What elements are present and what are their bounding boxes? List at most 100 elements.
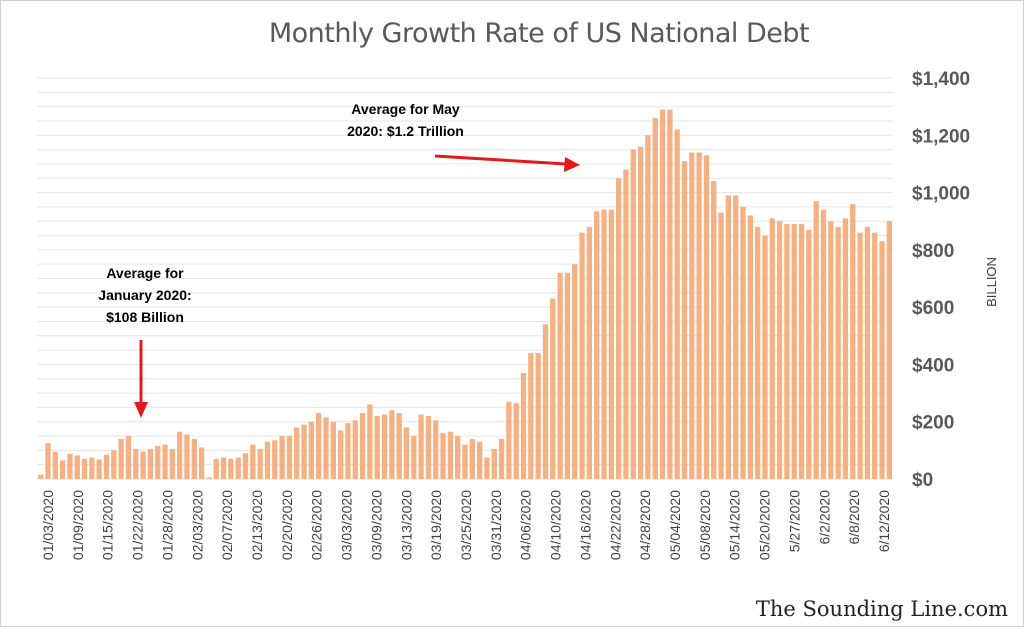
- arrow-may-shaft: [434, 154, 567, 166]
- bar: [213, 458, 219, 479]
- bar: [294, 427, 300, 479]
- x-tick-label: 03/31/2020: [488, 490, 504, 560]
- bar: [601, 209, 607, 479]
- y-tick-label: $0: [912, 470, 933, 491]
- bar: [272, 440, 278, 479]
- bar: [133, 448, 139, 479]
- bar: [667, 109, 673, 479]
- bar: [813, 201, 819, 479]
- bar: [352, 420, 358, 479]
- bar: [155, 446, 161, 479]
- bar: [747, 215, 753, 479]
- bar: [433, 420, 439, 479]
- bar: [111, 450, 117, 479]
- bar: [703, 155, 710, 480]
- bar: [235, 457, 241, 479]
- bar: [711, 181, 717, 479]
- x-tick-label: 5/27/2020: [786, 490, 802, 552]
- bar: [359, 413, 366, 479]
- annotation-arrows: [134, 154, 580, 418]
- bar: [740, 206, 746, 479]
- x-tick-label: 03/25/2020: [458, 490, 474, 560]
- bar: [103, 454, 110, 479]
- x-tick-label: 05/04/2020: [667, 490, 683, 560]
- y-tick-label: $200: [912, 413, 954, 434]
- bar: [184, 434, 190, 479]
- bar: [81, 458, 88, 479]
- x-tick-label: 04/10/2020: [548, 490, 564, 560]
- bar: [652, 118, 658, 479]
- bar: [791, 224, 797, 479]
- bar: [769, 218, 775, 479]
- x-tick-label: 03/13/2020: [398, 490, 414, 560]
- x-tick-label: 6/12/2020: [876, 490, 892, 552]
- bar: [337, 430, 344, 479]
- annotation-january-line-1: Average for: [106, 265, 184, 281]
- bar: [330, 421, 336, 479]
- x-axis-tick-labels: 01/03/2020 01/09/2020 01/15/2020 01/22/2020…: [40, 490, 892, 560]
- x-tick-label: 04/28/2020: [637, 490, 653, 560]
- bar: [367, 404, 373, 479]
- bar: [733, 195, 739, 479]
- bar: [754, 226, 761, 479]
- bar: [316, 413, 322, 479]
- y-tick-label: $1,000: [912, 184, 970, 205]
- x-tick-label: 03/03/2020: [339, 490, 355, 560]
- bar: [886, 221, 892, 479]
- bar: [550, 298, 556, 479]
- bar: [564, 272, 571, 479]
- x-tick-label: 03/09/2020: [368, 490, 384, 560]
- bar: [264, 441, 271, 479]
- bar: [513, 403, 519, 479]
- bar: [250, 444, 256, 479]
- bar: [418, 414, 424, 479]
- bar: [74, 455, 80, 479]
- annotation-may-line-1: Average for May: [351, 101, 460, 117]
- bar: [520, 373, 527, 479]
- bar: [301, 424, 307, 479]
- bar: [198, 447, 205, 479]
- bar: [308, 421, 315, 479]
- bar: [659, 109, 666, 479]
- bar: [476, 441, 483, 479]
- bar: [820, 209, 827, 479]
- bar: [425, 415, 432, 479]
- bar: [879, 241, 885, 479]
- bar: [725, 195, 732, 479]
- y-tick-label: $400: [912, 355, 954, 376]
- y-tick-label: $800: [912, 241, 954, 262]
- x-tick-label: 04/06/2020: [518, 490, 534, 560]
- bar: [506, 401, 512, 479]
- x-tick-label: 02/07/2020: [219, 490, 235, 560]
- bar: [220, 457, 227, 479]
- bar: [191, 438, 197, 479]
- bar: [784, 224, 790, 479]
- bar: [586, 226, 593, 479]
- bar: [257, 448, 263, 479]
- y-tick-label: $600: [912, 298, 954, 319]
- x-tick-label: 05/20/2020: [757, 490, 773, 560]
- watermark: The Sounding Line.com: [755, 597, 1008, 621]
- bar: [440, 433, 446, 479]
- bar: [411, 436, 417, 479]
- bar: [125, 436, 132, 479]
- bar: [637, 146, 644, 479]
- bar: [776, 221, 783, 479]
- bar: [491, 448, 497, 479]
- bar: [447, 431, 454, 479]
- bar: [389, 410, 395, 479]
- x-tick-label: 01/22/2020: [130, 490, 146, 560]
- bar: [469, 438, 475, 479]
- bar: [206, 477, 212, 479]
- bar: [850, 204, 856, 479]
- bar: [345, 423, 351, 479]
- bar: [615, 178, 622, 479]
- x-tick-label: 01/09/2020: [70, 490, 86, 560]
- bar: [89, 457, 95, 479]
- bar: [177, 431, 183, 479]
- bar: [542, 324, 549, 479]
- bar: [162, 444, 168, 479]
- x-tick-label: 6/8/2020: [846, 490, 862, 545]
- bar: [455, 436, 461, 479]
